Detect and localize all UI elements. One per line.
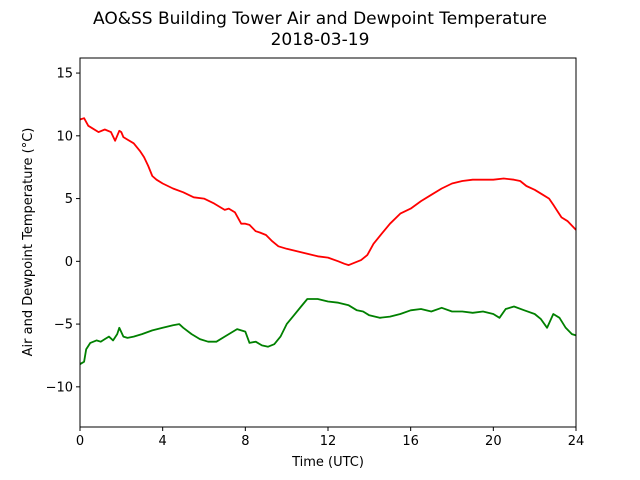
y-tick-label: 15 [56, 67, 73, 82]
y-tick-label: 10 [56, 129, 73, 144]
y-tick-label: 5 [65, 192, 73, 207]
x-tick-label: 20 [485, 434, 502, 449]
x-tick-label: 12 [320, 434, 337, 449]
y-axis: −10 −5 0 5 10 15 [46, 67, 80, 395]
series-layer [79, 117, 577, 365]
series-line-2 [79, 298, 577, 365]
x-tick-label: 16 [402, 434, 419, 449]
plot-frame [79, 57, 577, 428]
x-tick-label: 4 [159, 434, 167, 449]
chart-title: AO&SS Building Tower Air and Dewpoint Te… [93, 9, 547, 29]
y-axis-label: Air and Dewpoint Temperature (°C) [21, 128, 36, 357]
y-tick-label: −10 [46, 380, 73, 395]
y-tick-label: 0 [65, 255, 73, 270]
x-tick-label: 24 [568, 434, 585, 449]
x-axis: 0 4 8 12 16 20 24 [76, 427, 584, 449]
x-axis-label: Time (UTC) [291, 455, 364, 470]
y-tick-label: −5 [54, 318, 73, 333]
chart-subtitle: 2018-03-19 [271, 30, 370, 50]
series-line-1 [79, 117, 577, 267]
plot-area: 0 4 8 12 16 20 24 −10 −5 0 5 10 15 [46, 57, 584, 449]
x-tick-label: 8 [241, 434, 249, 449]
x-tick-label: 0 [76, 434, 84, 449]
